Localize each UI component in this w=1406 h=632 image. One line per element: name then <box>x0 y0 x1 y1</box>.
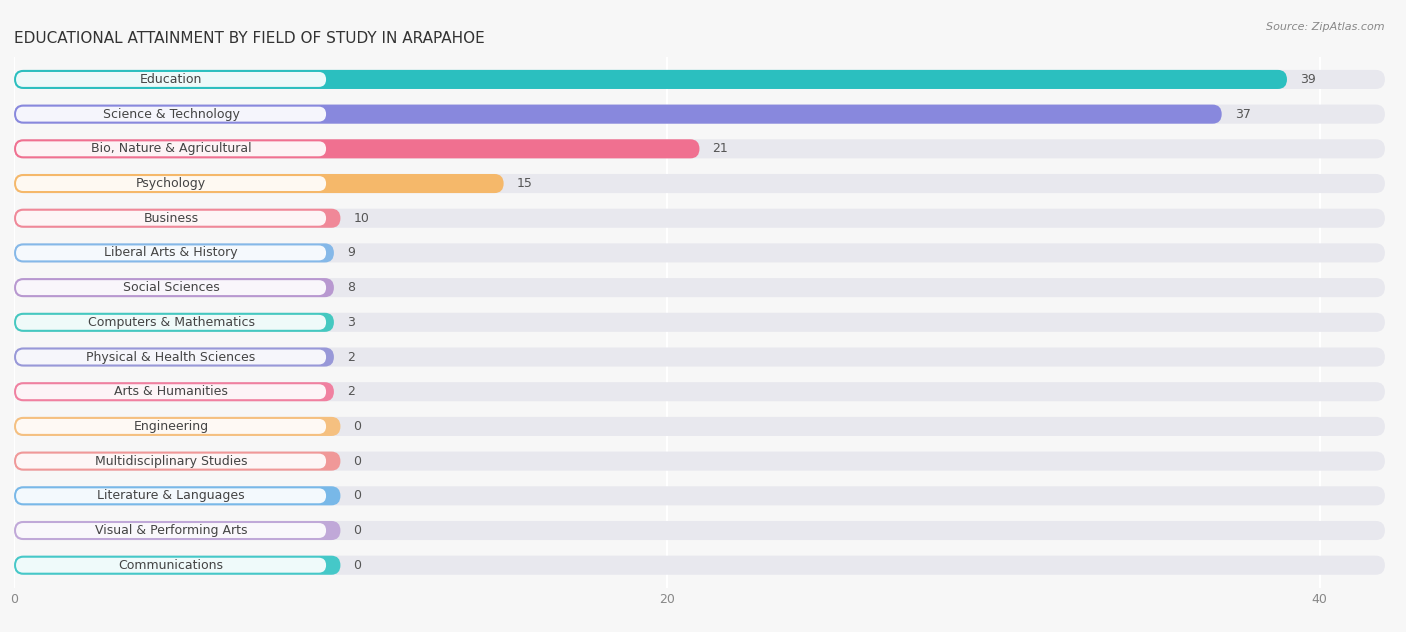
FancyBboxPatch shape <box>14 452 1385 471</box>
FancyBboxPatch shape <box>14 70 1286 89</box>
Text: 39: 39 <box>1301 73 1316 86</box>
FancyBboxPatch shape <box>15 315 326 330</box>
Text: 0: 0 <box>353 489 361 502</box>
Text: Business: Business <box>143 212 198 225</box>
FancyBboxPatch shape <box>14 70 1385 89</box>
FancyBboxPatch shape <box>14 486 340 506</box>
FancyBboxPatch shape <box>15 384 326 399</box>
FancyBboxPatch shape <box>14 104 1222 124</box>
Text: Communications: Communications <box>118 559 224 572</box>
FancyBboxPatch shape <box>14 278 1385 297</box>
FancyBboxPatch shape <box>14 556 1385 574</box>
FancyBboxPatch shape <box>15 210 326 226</box>
FancyBboxPatch shape <box>14 313 335 332</box>
FancyBboxPatch shape <box>15 523 326 538</box>
FancyBboxPatch shape <box>14 382 1385 401</box>
Text: 37: 37 <box>1234 107 1251 121</box>
Text: 0: 0 <box>353 559 361 572</box>
FancyBboxPatch shape <box>14 174 1385 193</box>
FancyBboxPatch shape <box>14 521 340 540</box>
FancyBboxPatch shape <box>14 452 340 471</box>
Text: Education: Education <box>139 73 202 86</box>
Text: 8: 8 <box>347 281 354 294</box>
FancyBboxPatch shape <box>15 489 326 503</box>
Text: Physical & Health Sciences: Physical & Health Sciences <box>86 351 256 363</box>
FancyBboxPatch shape <box>14 209 1385 228</box>
FancyBboxPatch shape <box>14 382 335 401</box>
FancyBboxPatch shape <box>15 72 326 87</box>
FancyBboxPatch shape <box>15 280 326 295</box>
FancyBboxPatch shape <box>14 486 1385 506</box>
Text: Source: ZipAtlas.com: Source: ZipAtlas.com <box>1267 22 1385 32</box>
FancyBboxPatch shape <box>15 419 326 434</box>
Text: 10: 10 <box>353 212 370 225</box>
FancyBboxPatch shape <box>14 348 335 367</box>
Text: Psychology: Psychology <box>136 177 207 190</box>
Text: 2: 2 <box>347 386 354 398</box>
FancyBboxPatch shape <box>15 558 326 573</box>
Text: Engineering: Engineering <box>134 420 208 433</box>
FancyBboxPatch shape <box>15 107 326 121</box>
FancyBboxPatch shape <box>15 349 326 365</box>
Text: Multidisciplinary Studies: Multidisciplinary Studies <box>94 454 247 468</box>
Text: Computers & Mathematics: Computers & Mathematics <box>87 316 254 329</box>
Text: Social Sciences: Social Sciences <box>122 281 219 294</box>
Text: 15: 15 <box>517 177 533 190</box>
FancyBboxPatch shape <box>14 243 1385 262</box>
FancyBboxPatch shape <box>14 417 1385 436</box>
FancyBboxPatch shape <box>14 417 340 436</box>
Text: Arts & Humanities: Arts & Humanities <box>114 386 228 398</box>
FancyBboxPatch shape <box>14 139 699 159</box>
FancyBboxPatch shape <box>14 243 335 262</box>
FancyBboxPatch shape <box>15 245 326 260</box>
FancyBboxPatch shape <box>15 176 326 191</box>
Text: Liberal Arts & History: Liberal Arts & History <box>104 246 238 259</box>
Text: 0: 0 <box>353 524 361 537</box>
FancyBboxPatch shape <box>15 142 326 156</box>
Text: Science & Technology: Science & Technology <box>103 107 239 121</box>
FancyBboxPatch shape <box>14 209 340 228</box>
Text: 3: 3 <box>347 316 354 329</box>
Text: Literature & Languages: Literature & Languages <box>97 489 245 502</box>
FancyBboxPatch shape <box>14 278 335 297</box>
FancyBboxPatch shape <box>14 139 1385 159</box>
Text: 0: 0 <box>353 454 361 468</box>
FancyBboxPatch shape <box>14 521 1385 540</box>
FancyBboxPatch shape <box>15 454 326 468</box>
Text: 2: 2 <box>347 351 354 363</box>
Text: Visual & Performing Arts: Visual & Performing Arts <box>94 524 247 537</box>
Text: EDUCATIONAL ATTAINMENT BY FIELD OF STUDY IN ARAPAHOE: EDUCATIONAL ATTAINMENT BY FIELD OF STUDY… <box>14 31 485 46</box>
Text: 9: 9 <box>347 246 354 259</box>
FancyBboxPatch shape <box>14 348 1385 367</box>
Text: 0: 0 <box>353 420 361 433</box>
Text: Bio, Nature & Agricultural: Bio, Nature & Agricultural <box>91 142 252 155</box>
FancyBboxPatch shape <box>14 313 1385 332</box>
FancyBboxPatch shape <box>14 174 503 193</box>
FancyBboxPatch shape <box>14 556 340 574</box>
FancyBboxPatch shape <box>14 104 1385 124</box>
Text: 21: 21 <box>713 142 728 155</box>
